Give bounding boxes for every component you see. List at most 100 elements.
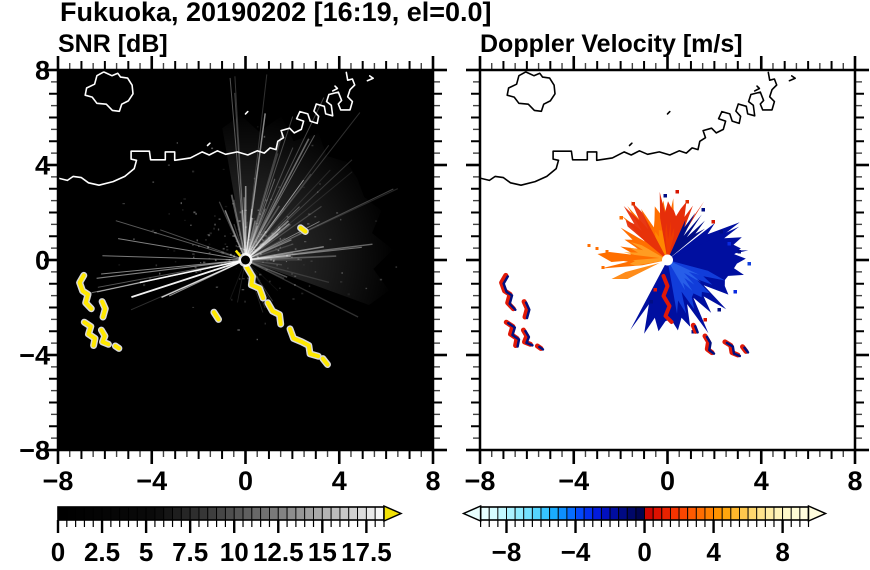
snr-speckle-dot bbox=[182, 209, 184, 211]
snr-speckle-dot bbox=[183, 198, 186, 200]
velocity-colorbar-segment bbox=[669, 506, 680, 521]
snr-speckle-dot bbox=[206, 234, 209, 236]
velocity-orange-ray-w1 bbox=[597, 252, 660, 262]
velocity-colorbar-segment bbox=[721, 506, 732, 521]
snr-yellow-echoes bbox=[76, 224, 331, 368]
snr-speckle-dot bbox=[267, 237, 270, 239]
snr-speckle-dot bbox=[329, 238, 332, 241]
snr-speckle-dot bbox=[230, 253, 232, 256]
snr-streak bbox=[245, 147, 294, 261]
snr-speckle-dot bbox=[270, 258, 273, 261]
velocity-colorbar-segment bbox=[739, 506, 749, 521]
snr-colorbar-segment bbox=[128, 506, 138, 521]
snr-streak bbox=[244, 217, 253, 261]
snr-x-tick-label: 4 bbox=[332, 466, 347, 496]
velocity-orange-dot bbox=[587, 244, 591, 247]
snr-streak bbox=[245, 237, 286, 261]
snr-speckle-dot bbox=[234, 253, 236, 256]
snr-colorbar-label: 2.5 bbox=[84, 537, 120, 567]
snr-streak bbox=[244, 133, 283, 261]
snr-coast-islet bbox=[366, 75, 374, 82]
snr-speckle-dot bbox=[211, 147, 214, 150]
velocity-colorbar-segment bbox=[661, 506, 671, 521]
snr-speckle-dot bbox=[266, 260, 269, 262]
snr-speckle-dot bbox=[257, 253, 259, 256]
velocity-x-tick-label: 4 bbox=[754, 466, 769, 496]
snr-speckle-dot bbox=[251, 246, 255, 248]
velocity-red-northwest bbox=[623, 201, 668, 260]
snr-streak bbox=[245, 245, 324, 261]
snr-streak bbox=[245, 74, 268, 261]
velocity-red-fringe-sw bbox=[661, 274, 674, 324]
snr-streak bbox=[245, 159, 353, 261]
snr-speckle-dot bbox=[208, 243, 211, 246]
velocity-colorbar-segment bbox=[523, 506, 533, 521]
snr-echo-yellow bbox=[113, 344, 121, 351]
snr-speckle-dot bbox=[259, 247, 261, 249]
snr-streak bbox=[245, 206, 300, 261]
snr-speckle-dot bbox=[256, 255, 259, 258]
velocity-x-tick-label: −8 bbox=[465, 466, 496, 496]
velocity-pair-navy bbox=[524, 329, 534, 347]
snr-speckle-dot bbox=[237, 246, 240, 248]
snr-streak bbox=[245, 224, 292, 261]
snr-blockage-wedge bbox=[146, 260, 246, 383]
snr-speckle-dot bbox=[276, 264, 278, 267]
snr-coast-island bbox=[84, 71, 134, 113]
snr-streak bbox=[245, 255, 291, 261]
snr-streak bbox=[244, 207, 285, 261]
snr-colorbar-label: 5 bbox=[139, 537, 153, 567]
velocity-colorbar-segment bbox=[514, 506, 525, 521]
velocity-colorbar-segment bbox=[626, 506, 637, 521]
snr-speckle-dot bbox=[264, 231, 267, 233]
snr-streak bbox=[102, 255, 246, 261]
snr-colorbar-segment bbox=[348, 506, 359, 521]
snr-speckle-dot bbox=[336, 212, 339, 214]
snr-speckle-dot bbox=[279, 237, 281, 240]
velocity-pair-navy bbox=[705, 335, 716, 355]
velocity-speck bbox=[663, 194, 667, 198]
snr-speckle-dot bbox=[291, 243, 293, 245]
snr-speckle-dot bbox=[236, 228, 240, 230]
snr-speckle-dot bbox=[235, 244, 237, 247]
snr-speckle-dot bbox=[154, 232, 157, 234]
snr-streak bbox=[245, 221, 320, 261]
velocity-colorbar-label: −4 bbox=[561, 537, 591, 567]
velocity-orange-fan bbox=[600, 198, 674, 269]
snr-speckle-dot bbox=[252, 252, 255, 254]
snr-streak bbox=[229, 259, 246, 300]
snr-speckle-dot bbox=[151, 229, 155, 232]
snr-speckle-dot bbox=[264, 322, 266, 325]
snr-colorbar-segment bbox=[224, 506, 235, 521]
snr-speckle-dot bbox=[203, 261, 206, 264]
snr-speckle-dot bbox=[256, 338, 258, 341]
snr-y-tick-label: 8 bbox=[35, 56, 50, 86]
velocity-colorbar-segment bbox=[773, 506, 784, 521]
snr-panel-title: SNR [dB] bbox=[58, 30, 168, 58]
snr-speckle-dot bbox=[297, 258, 300, 260]
snr-speckle-dot bbox=[197, 270, 200, 272]
snr-speckle-dot bbox=[214, 215, 216, 217]
snr-speckle-dot bbox=[265, 269, 268, 271]
snr-speckle-dot bbox=[347, 293, 350, 296]
velocity-colorbar-segment bbox=[480, 506, 490, 521]
velocity-colorbar-segment bbox=[583, 506, 594, 521]
snr-x-tick-label: −4 bbox=[136, 466, 167, 496]
snr-speckle-dot bbox=[195, 212, 197, 215]
velocity-colorbar-segment bbox=[704, 506, 715, 521]
snr-colorbar-segment bbox=[75, 506, 85, 521]
snr-echo-yellow bbox=[99, 328, 111, 347]
snr-speckle-dot bbox=[259, 273, 262, 276]
velocity-speck bbox=[675, 190, 679, 194]
snr-speckle-dot bbox=[308, 285, 311, 287]
snr-streak bbox=[234, 92, 246, 261]
snr-coast-islet bbox=[206, 142, 211, 147]
snr-speckle-dot bbox=[292, 298, 295, 300]
snr-speckle-dot bbox=[263, 135, 266, 138]
snr-speckle-dot bbox=[208, 234, 211, 237]
snr-speckle-dot bbox=[279, 246, 281, 249]
snr-streak bbox=[245, 259, 279, 292]
snr-streak bbox=[161, 259, 246, 299]
snr-y-tick-label: −4 bbox=[19, 341, 50, 371]
snr-streak bbox=[245, 259, 330, 284]
